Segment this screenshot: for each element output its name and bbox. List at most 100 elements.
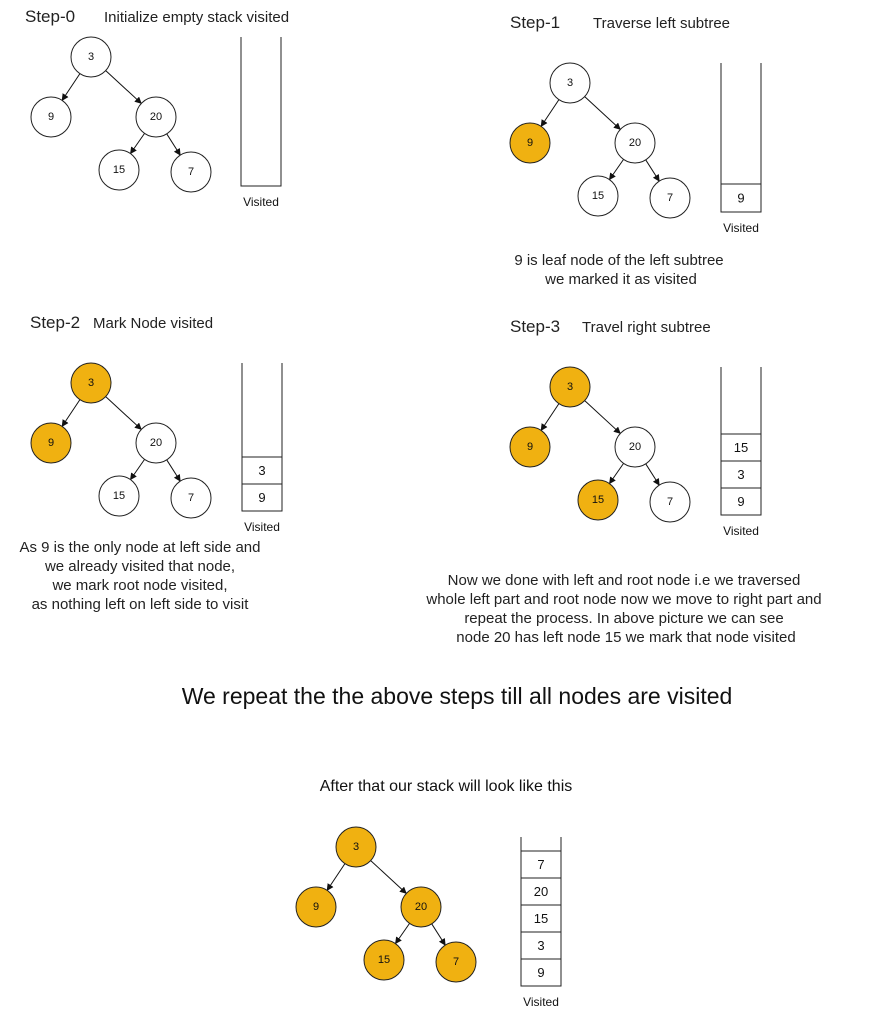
node-label: 9: [48, 111, 54, 123]
caption-line: repeat the process. In above picture we …: [464, 610, 783, 627]
tree-node-3: 3: [70, 36, 112, 78]
node-circle: [295, 886, 337, 928]
stack-slot: 9: [737, 191, 744, 206]
node-label: 7: [453, 956, 459, 968]
node-circle: [30, 96, 72, 138]
caption-line: we already visited that node,: [44, 558, 235, 575]
step-3-title: Travel right subtree: [582, 319, 711, 336]
stack-slot: 7: [537, 857, 544, 872]
stack-outline: [240, 37, 282, 187]
tree-node-15: 15: [98, 149, 140, 191]
step-2-title: Mark Node visited: [93, 315, 213, 332]
tree-node-7: 7: [649, 177, 691, 219]
edge-20-15: [130, 457, 147, 481]
node-circle: [70, 362, 112, 404]
stack-label: Visited: [723, 221, 759, 235]
node-label: 7: [188, 166, 194, 178]
stack-slot: 15: [734, 440, 748, 455]
step-3-tree: 3 7 9 15 20: [509, 366, 691, 523]
node-label: 20: [629, 137, 641, 149]
edge-20-15: [609, 461, 626, 485]
stack-outline: [720, 63, 762, 213]
tree-node-15: 15: [363, 939, 405, 981]
repeat-headline: We repeat the the above steps till all n…: [182, 683, 733, 709]
caption-line: Now we done with left and root node i.e …: [448, 572, 801, 589]
tree-node-20: 20: [614, 122, 656, 164]
tree-node-3: 3: [335, 826, 377, 868]
node-label: 3: [88, 51, 94, 63]
step-3-caption: Now we done with left and root node i.e …: [425, 572, 821, 646]
node-label: 7: [188, 492, 194, 504]
stack-slot: 15: [534, 911, 548, 926]
node-label: 3: [567, 381, 573, 393]
edge-20-15: [395, 921, 412, 945]
node-circle: [649, 481, 691, 523]
tree-node-7: 7: [170, 151, 212, 193]
edge-20-7: [165, 131, 181, 156]
edge-3-9: [326, 861, 347, 891]
step-2-stack: 3 9 Visited: [241, 363, 283, 534]
edge-3-9: [540, 401, 561, 431]
node-label: 7: [667, 192, 673, 204]
tree-node-20: 20: [135, 96, 177, 138]
node-label: 15: [592, 494, 604, 506]
edge-20-7: [644, 461, 660, 486]
node-circle: [649, 177, 691, 219]
node-circle: [70, 36, 112, 78]
node-label: 3: [567, 77, 573, 89]
final-tree: 3 7 9 15 20: [295, 826, 477, 983]
edge-20-15: [609, 157, 626, 181]
node-circle: [98, 149, 140, 191]
node-label: 20: [629, 441, 641, 453]
step-2-tree: 3 7 9 15 20: [30, 362, 212, 519]
node-label: 9: [527, 441, 533, 453]
final-stack: 7 20 15 3 9 Visited: [520, 837, 562, 1009]
step-1-title: Traverse left subtree: [593, 15, 730, 32]
tree-node-20: 20: [135, 422, 177, 464]
node-circle: [577, 479, 619, 521]
caption-line: as nothing left on left side to visit: [32, 596, 250, 613]
caption-line: 9 is leaf node of the left subtree: [514, 252, 723, 269]
stack-slot: 9: [737, 494, 744, 509]
caption-line: we mark root node visited,: [51, 577, 227, 594]
node-circle: [549, 62, 591, 104]
stack-label: Visited: [523, 995, 559, 1009]
step-0-title: Initialize empty stack visited: [104, 9, 289, 26]
tree-node-9: 9: [30, 96, 72, 138]
stack-slot: 3: [258, 463, 265, 478]
edge-3-9: [61, 397, 82, 427]
tree-node-9: 9: [295, 886, 337, 928]
node-circle: [335, 826, 377, 868]
stack-outline: [241, 363, 283, 512]
edge-3-20: [103, 68, 142, 104]
edge-20-7: [430, 921, 446, 946]
stack-label: Visited: [244, 520, 280, 534]
node-label: 9: [48, 437, 54, 449]
node-label: 15: [113, 490, 125, 502]
tree-node-15: 15: [98, 475, 140, 517]
final-intro-text: After that our stack will look like this: [320, 778, 573, 795]
tree-node-9: 9: [509, 122, 551, 164]
stack-slot: 9: [258, 490, 265, 505]
step-1-stack: 9 Visited: [720, 63, 762, 235]
node-circle: [30, 422, 72, 464]
edge-3-20: [582, 94, 621, 130]
stack-slot: 3: [537, 938, 544, 953]
node-label: 15: [113, 164, 125, 176]
node-label: 3: [353, 841, 359, 853]
step-1-tree: 3 7 9 15 20: [509, 62, 691, 219]
stack-slot: 9: [537, 965, 544, 980]
tree-node-3: 3: [549, 366, 591, 408]
step-1-label: Step-1: [510, 13, 560, 32]
stack-label: Visited: [723, 524, 759, 538]
step-2-label: Step-2: [30, 313, 80, 332]
edge-3-20: [582, 398, 621, 434]
caption-line: we marked it as visited: [544, 271, 697, 288]
node-label: 20: [150, 437, 162, 449]
step-0-tree: 3 7 9 15 20: [30, 36, 212, 193]
caption-line: node 20 has left node 15 we mark that no…: [456, 629, 795, 646]
trees-and-stacks: 3 7 9 15 20 Visited 3 7 9 15 20 9 Visited 3 7 9 15 20 3 9 Vi…: [30, 36, 762, 1009]
tree-node-9: 9: [30, 422, 72, 464]
node-label: 3: [88, 377, 94, 389]
